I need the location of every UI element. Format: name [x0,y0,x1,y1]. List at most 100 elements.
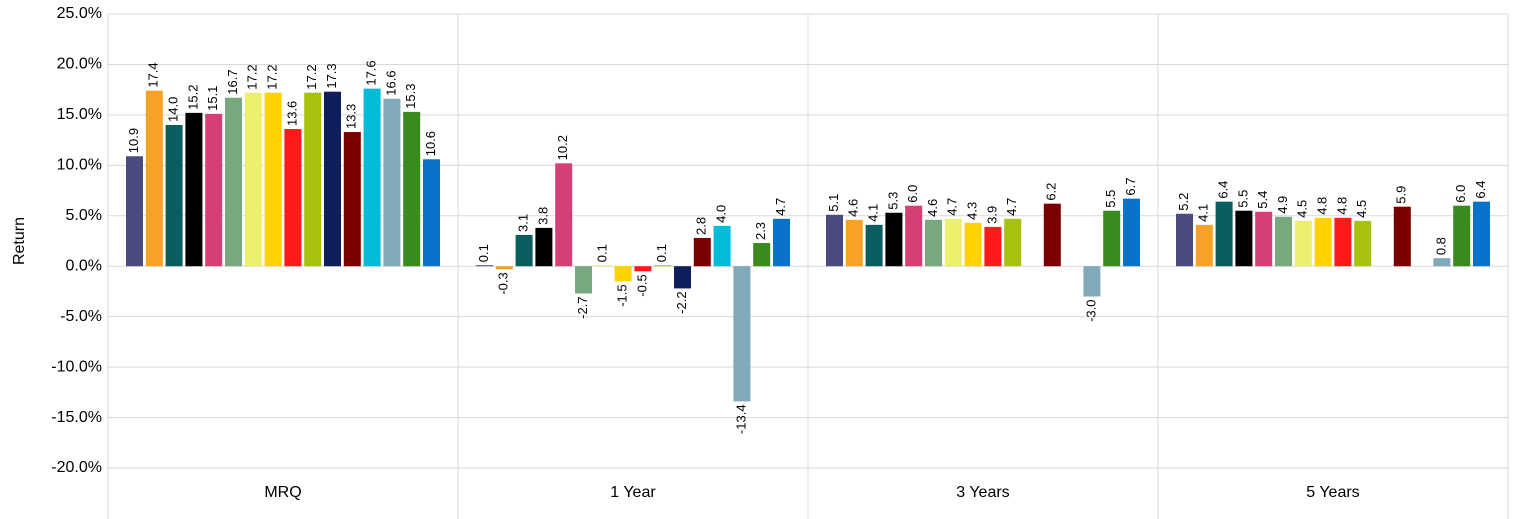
y-tick-label: -15.0% [51,409,102,426]
x-tick-label: 1 Year [610,484,656,501]
bar [1255,211,1273,267]
bar [165,124,183,267]
value-label: 6.2 [1044,183,1059,201]
bar [984,226,1002,267]
bar [905,205,923,267]
bar [614,266,632,282]
bar [225,97,242,267]
bar [185,112,203,267]
bar [555,163,573,267]
value-label: 4.0 [714,205,729,223]
value-label: 5.2 [1176,193,1191,211]
bar [865,224,883,267]
value-label: 3.8 [535,207,550,225]
bar [1215,201,1233,267]
bar [1393,206,1411,267]
value-label: 16.6 [383,70,398,95]
bar [575,266,592,294]
value-label: 17.2 [304,64,319,89]
y-tick-label: -10.0% [51,358,102,375]
value-label: 2.3 [753,222,768,240]
y-axis-label: Return [11,217,28,265]
bar [654,265,672,267]
value-label: 0.1 [476,244,491,262]
value-label: -0.3 [496,272,511,294]
x-tick-label: 5 Years [1306,484,1359,501]
bar [1314,217,1332,267]
bar [944,218,962,267]
bar [753,243,771,267]
value-label: 17.2 [265,64,280,89]
bar [594,265,612,267]
bar [1043,203,1061,267]
bar [964,222,982,267]
bar [423,159,440,267]
value-label: 13.3 [344,104,359,129]
bar [1354,220,1372,267]
x-tick-label: 3 Years [956,484,1009,501]
value-label: 10.6 [423,131,438,156]
value-label: 16.7 [225,69,240,94]
value-label: 4.6 [925,199,940,217]
bar [733,266,751,402]
bar [674,266,691,289]
value-label: -13.4 [733,404,748,434]
bar [925,219,942,267]
bar [885,212,903,267]
bar [515,234,533,267]
bar [1235,210,1253,267]
value-label: 6.0 [905,185,920,203]
bar [535,227,553,267]
value-label: -1.5 [615,284,630,306]
bar [1004,218,1022,267]
value-label: 4.3 [965,202,980,220]
value-label: -2.7 [575,296,590,318]
value-label: 17.3 [324,63,339,88]
value-label: 5.1 [826,194,841,212]
bar [1453,205,1471,267]
bar [826,214,843,267]
value-label: 4.6 [846,199,861,217]
bar [126,156,143,267]
y-tick-label: 0.0% [66,257,102,274]
value-label: 15.3 [403,84,418,109]
value-label: 6.7 [1123,178,1138,196]
value-label: 4.1 [866,204,881,222]
value-label: 3.1 [516,214,531,232]
bar [1195,224,1213,267]
bar [205,113,223,267]
value-label: 4.5 [1295,200,1310,218]
value-label: 4.8 [1315,197,1330,215]
bar [1123,198,1140,267]
bar [495,266,513,270]
value-label: 5.5 [1235,190,1250,208]
value-label: 10.9 [126,128,141,153]
bar [1433,258,1451,267]
value-label: 4.8 [1334,197,1349,215]
value-label: 4.1 [1196,204,1211,222]
bar [476,265,493,267]
value-label: 5.5 [1103,190,1118,208]
bar [363,88,381,267]
bar [1176,213,1193,267]
bar [1083,266,1101,297]
value-label: 6.4 [1473,181,1488,199]
value-label: -2.2 [674,291,689,313]
bar [1103,210,1121,267]
value-label: 4.7 [945,198,960,216]
y-tick-label: 25.0% [57,5,102,22]
bar [304,92,322,267]
value-label: 10.2 [555,135,570,160]
value-label: 6.4 [1216,181,1231,199]
value-label: 5.3 [885,192,900,210]
value-label: 6.0 [1453,185,1468,203]
bar [773,218,790,267]
y-tick-label: -20.0% [51,459,102,476]
value-label: 2.8 [694,217,709,235]
value-label: 4.9 [1275,196,1290,214]
value-label: 5.9 [1394,186,1409,204]
bar [1275,216,1292,267]
bar [403,111,421,267]
value-label: 15.1 [205,86,220,111]
